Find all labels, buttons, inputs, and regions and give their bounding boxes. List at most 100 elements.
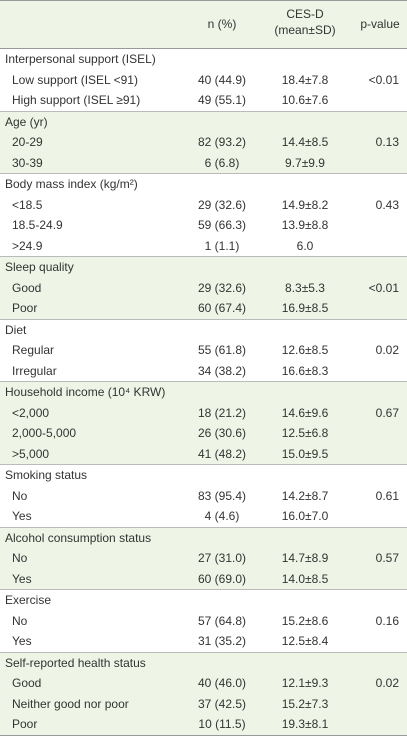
p-cell: 0.43 — [375, 197, 399, 212]
rule — [0, 589, 407, 590]
n-cell: 29 (32.6) — [197, 280, 247, 295]
cesd-cell: 9.7±9.9 — [285, 155, 325, 170]
n-cell: 1 (1.1) — [204, 238, 240, 253]
group-label: Exercise — [5, 593, 52, 607]
rule — [0, 526, 407, 528]
cesd-cell: 19.3±8.1 — [281, 717, 329, 731]
row-label: 2,000-5,000 — [12, 426, 77, 440]
n-cell: 29 (32.6) — [197, 197, 247, 212]
cesd-cell: 12.6±8.5 — [281, 343, 329, 357]
cesd-cell: 12.5±8.4 — [281, 634, 329, 648]
rule — [0, 734, 407, 736]
n-cell: 27 (31.0) — [197, 551, 247, 565]
p-cell: 0.02 — [375, 343, 399, 357]
row-label: No — [12, 551, 28, 565]
cesd-cell: 14.4±8.5 — [281, 135, 329, 149]
group-label: Interpersonal support (ISEL) — [5, 52, 156, 66]
p-cell: 0.57 — [375, 551, 399, 565]
row-label: Neither good nor poor — [12, 696, 129, 711]
p-cell: <0.01 — [368, 280, 399, 295]
row-label: Irregular — [12, 363, 57, 378]
row-label: No — [12, 488, 28, 503]
row-label: Yes — [12, 509, 32, 523]
header-cell: n (%) — [207, 17, 237, 31]
n-cell: 40 (44.9) — [197, 72, 247, 87]
p-cell: 0.16 — [375, 613, 399, 628]
rule — [0, 464, 407, 465]
p-cell: 0.67 — [375, 405, 399, 420]
n-cell: 83 (95.4) — [197, 488, 247, 503]
row-label: <18.5 — [12, 197, 43, 212]
row-label: No — [12, 613, 28, 628]
p-cell: 0.61 — [375, 488, 399, 503]
cesd-cell: 8.3±5.3 — [285, 280, 325, 295]
row-label: 18.5-24.9 — [12, 218, 63, 232]
group-label: Alcohol consumption status — [5, 530, 152, 545]
row-label: 30-39 — [12, 155, 43, 170]
rule — [0, 0, 407, 1]
rule — [0, 173, 407, 174]
cesd-cell: 10.6±7.6 — [281, 93, 329, 107]
header-cell: p-value — [360, 17, 400, 31]
cesd-cell: 16.6±8.3 — [281, 363, 329, 378]
cesd-cell: 16.0±7.0 — [281, 509, 329, 523]
cesd-cell: 12.5±6.8 — [281, 426, 329, 440]
group-label: Self-reported health status — [5, 655, 146, 670]
n-cell: 41 (48.2) — [197, 446, 247, 461]
header-cell: (mean±SD) — [274, 23, 336, 37]
n-cell: 6 (6.8) — [204, 155, 240, 170]
n-cell: 4 (4.6) — [204, 509, 240, 523]
rule — [0, 256, 407, 257]
group-label: Sleep quality — [5, 260, 74, 274]
rule — [0, 651, 407, 653]
cesd-cell: 14.2±8.7 — [281, 488, 329, 503]
cesd-cell: 18.4±7.8 — [281, 72, 329, 87]
cesd-cell: 14.6±9.6 — [281, 405, 329, 420]
row-label: >5,000 — [12, 446, 50, 461]
row-label: Yes — [12, 634, 32, 648]
rule — [0, 381, 407, 382]
n-cell: 26 (30.6) — [197, 426, 247, 440]
group-band — [0, 257, 407, 319]
header-band — [0, 0, 407, 48]
cesd-cell: 14.9±8.2 — [281, 197, 329, 212]
row-label: High support (ISEL ≥91) — [12, 93, 141, 107]
cesd-cell: 13.9±8.8 — [281, 218, 329, 232]
n-cell: 49 (55.1) — [197, 93, 247, 107]
cesd-cell: 14.0±8.5 — [281, 571, 329, 586]
group-label: Smoking status — [5, 468, 88, 482]
row-label: Poor — [12, 717, 38, 731]
n-cell: 10 (11.5) — [198, 717, 246, 731]
n-cell: 40 (46.0) — [197, 676, 247, 690]
cesd-cell: 16.9±8.5 — [281, 301, 329, 315]
n-cell: 60 (67.4) — [197, 301, 247, 315]
group-band — [0, 527, 407, 589]
p-cell: <0.01 — [368, 72, 399, 87]
group-label: Age (yr) — [5, 114, 48, 129]
group-label: Household income (10⁴ KRW) — [5, 385, 166, 399]
n-cell: 59 (66.3) — [197, 218, 247, 232]
row-label: 20-29 — [12, 135, 43, 149]
header-cell: CES-D — [286, 7, 324, 21]
p-cell: 0.13 — [375, 135, 399, 149]
group-band — [0, 111, 407, 173]
n-cell: 60 (69.0) — [197, 571, 247, 586]
row-label: Poor — [12, 301, 38, 315]
n-cell: 31 (35.2) — [197, 634, 247, 648]
p-cell: 0.02 — [375, 676, 399, 690]
group-label: Diet — [5, 322, 27, 337]
cesd-cell: 6.0 — [296, 238, 314, 253]
rule — [0, 318, 407, 320]
n-cell: 37 (42.5) — [197, 696, 247, 711]
cesd-cell: 14.7±8.9 — [281, 551, 329, 565]
n-cell: 34 (38.2) — [197, 363, 247, 378]
cesd-cell: 15.2±8.6 — [281, 613, 329, 628]
n-cell: 18 (21.2) — [197, 405, 247, 420]
cesd-cell: 12.1±9.3 — [281, 676, 329, 690]
group-band — [0, 652, 407, 735]
row-label: Low support (ISEL <91) — [12, 72, 138, 87]
row-label: Good — [12, 280, 42, 295]
group-label: Body mass index (kg/m²) — [5, 177, 138, 191]
n-cell: 82 (93.2) — [197, 135, 247, 149]
